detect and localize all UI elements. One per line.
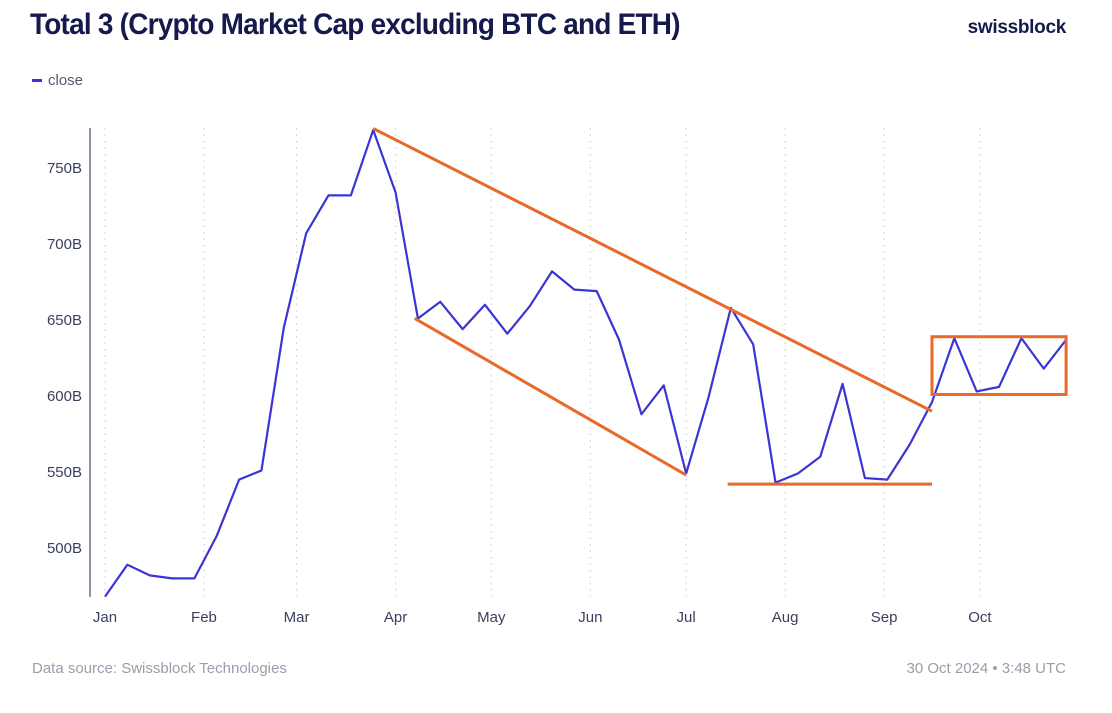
- chart-title: Total 3 (Crypto Market Cap excluding BTC…: [30, 8, 680, 41]
- x-tick-jun: Jun: [578, 609, 602, 626]
- legend-swatch-close: [32, 79, 42, 82]
- data-source: Data source: Swissblock Technologies: [32, 660, 287, 677]
- y-tick-650b: 650B: [47, 312, 82, 329]
- timestamp: 30 Oct 2024 • 3:48 UTC: [906, 660, 1067, 677]
- y-tick-600b: 600B: [47, 388, 82, 405]
- series: [104, 128, 1067, 598]
- x-tick-sep: Sep: [871, 609, 898, 626]
- grid: [104, 128, 981, 597]
- y-tick-750b: 750B: [47, 160, 82, 177]
- x-tick-mar: Mar: [284, 609, 310, 626]
- y-axis: 500B 550B 600B 650B 700B 750B: [47, 160, 82, 557]
- x-tick-apr: Apr: [384, 609, 407, 626]
- close-line: [104, 128, 1067, 598]
- x-tick-jul: Jul: [677, 609, 696, 626]
- trendline-annotation-0: [372, 127, 933, 413]
- y-tick-550b: 550B: [47, 464, 82, 481]
- x-tick-feb: Feb: [191, 609, 217, 626]
- x-tick-jan: Jan: [93, 609, 117, 626]
- legend-label-close: close: [48, 72, 84, 89]
- x-tick-oct: Oct: [968, 609, 992, 626]
- legend: close: [32, 72, 83, 89]
- annotations: [372, 127, 1068, 486]
- swissblock-logo: swissblock: [967, 17, 1067, 38]
- x-tick-aug: Aug: [772, 609, 799, 626]
- x-axis: Jan Feb Mar Apr May Jun Jul Aug Sep Oct: [93, 609, 992, 626]
- range-box-annotation: [930, 335, 1068, 396]
- x-tick-may: May: [477, 609, 506, 626]
- trendline-annotation-1: [413, 317, 687, 477]
- y-tick-700b: 700B: [47, 236, 82, 253]
- y-tick-500b: 500B: [47, 540, 82, 557]
